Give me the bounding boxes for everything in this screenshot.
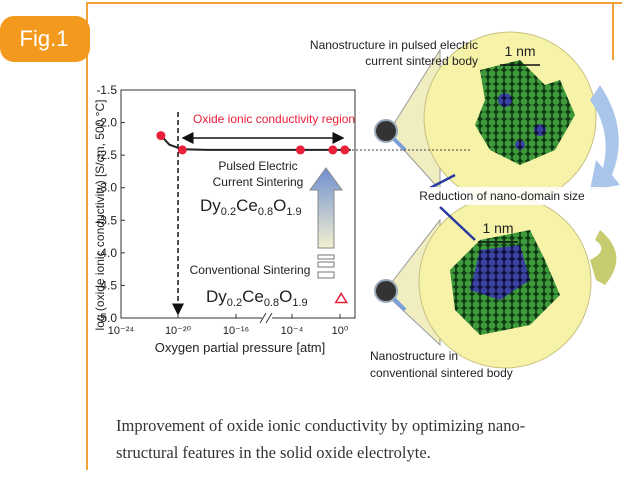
- formula-part: 0.2: [227, 297, 242, 309]
- formula-part: 1.9: [292, 297, 307, 309]
- y-tick-label: -1.5: [96, 83, 117, 97]
- formula-part: 0.8: [258, 206, 273, 218]
- formula-part: Ce: [236, 196, 258, 215]
- y-tick-label: -2.0: [96, 116, 117, 130]
- formula-part: 0.8: [264, 297, 279, 309]
- formula-part: Dy: [206, 287, 227, 306]
- domain: [515, 140, 525, 150]
- x-tick-label: 10⁻¹⁶: [223, 325, 249, 337]
- y-tick-label: -5.0: [96, 311, 117, 325]
- data-point: [328, 145, 337, 154]
- caption: Improvement of oxide ionic conductivity …: [116, 416, 525, 435]
- y-tick-label: -4.5: [96, 278, 117, 292]
- step: [318, 262, 334, 267]
- y-tick-label: -3.0: [96, 181, 117, 195]
- reduction-label: Reduction of nano-domain size: [419, 189, 585, 203]
- data-point: [336, 293, 347, 302]
- data-point: [296, 145, 305, 154]
- formula: Dy0.2Ce0.8O1.9: [206, 287, 308, 309]
- domain: [534, 124, 546, 136]
- data-point: [340, 145, 349, 154]
- pulsed-label: Current Sintering: [213, 175, 304, 189]
- figure: Fig.1 1 nm 1 nm Reduction of nano-domain…: [0, 0, 622, 489]
- conventional-label: Conventional Sintering: [190, 263, 311, 277]
- pulsed-title: current sintered body: [365, 54, 478, 68]
- domain: [498, 93, 512, 107]
- x-tick-label: 10⁻²⁴: [108, 325, 135, 337]
- formula-part: 1.9: [286, 206, 301, 218]
- pulsed-title: Nanostructure in pulsed electric: [310, 38, 478, 52]
- pulsed-label: Pulsed Electric: [218, 159, 297, 173]
- cycle-arrow: [590, 85, 620, 190]
- scale-label: 1 nm: [504, 43, 535, 59]
- step: [318, 272, 334, 278]
- formula-part: O: [279, 287, 292, 306]
- x-tick-label: 10⁻²⁰: [165, 325, 192, 337]
- scale-label: 1 nm: [482, 220, 513, 236]
- cycle-arrow: [590, 230, 616, 285]
- data-point: [178, 145, 187, 154]
- caption: structural features in the solid oxide e…: [116, 443, 431, 462]
- x-axis-label: Oxygen partial pressure [atm]: [155, 340, 326, 355]
- x-tick-label: 10⁰: [332, 325, 349, 337]
- step: [318, 255, 334, 259]
- conventional-title: Nanostructure in: [370, 349, 458, 363]
- x-tick-label: 10⁻⁴: [281, 325, 304, 337]
- formula-part: 0.2: [221, 206, 236, 218]
- y-tick-label: -3.5: [96, 213, 117, 227]
- region-label: Oxide ionic conductivity region: [193, 112, 355, 126]
- improvement-arrow: [310, 168, 342, 248]
- formula-part: Ce: [242, 287, 264, 306]
- formula-part: Dy: [200, 196, 221, 215]
- formula-part: O: [273, 196, 286, 215]
- fig-label: Fig.1: [20, 26, 69, 51]
- y-tick-label: -4.0: [96, 246, 117, 260]
- y-tick-label: -2.5: [96, 148, 117, 162]
- data-point: [156, 131, 165, 140]
- formula: Dy0.2Ce0.8O1.9: [200, 196, 302, 218]
- conventional-title: conventional sintered body: [370, 366, 513, 380]
